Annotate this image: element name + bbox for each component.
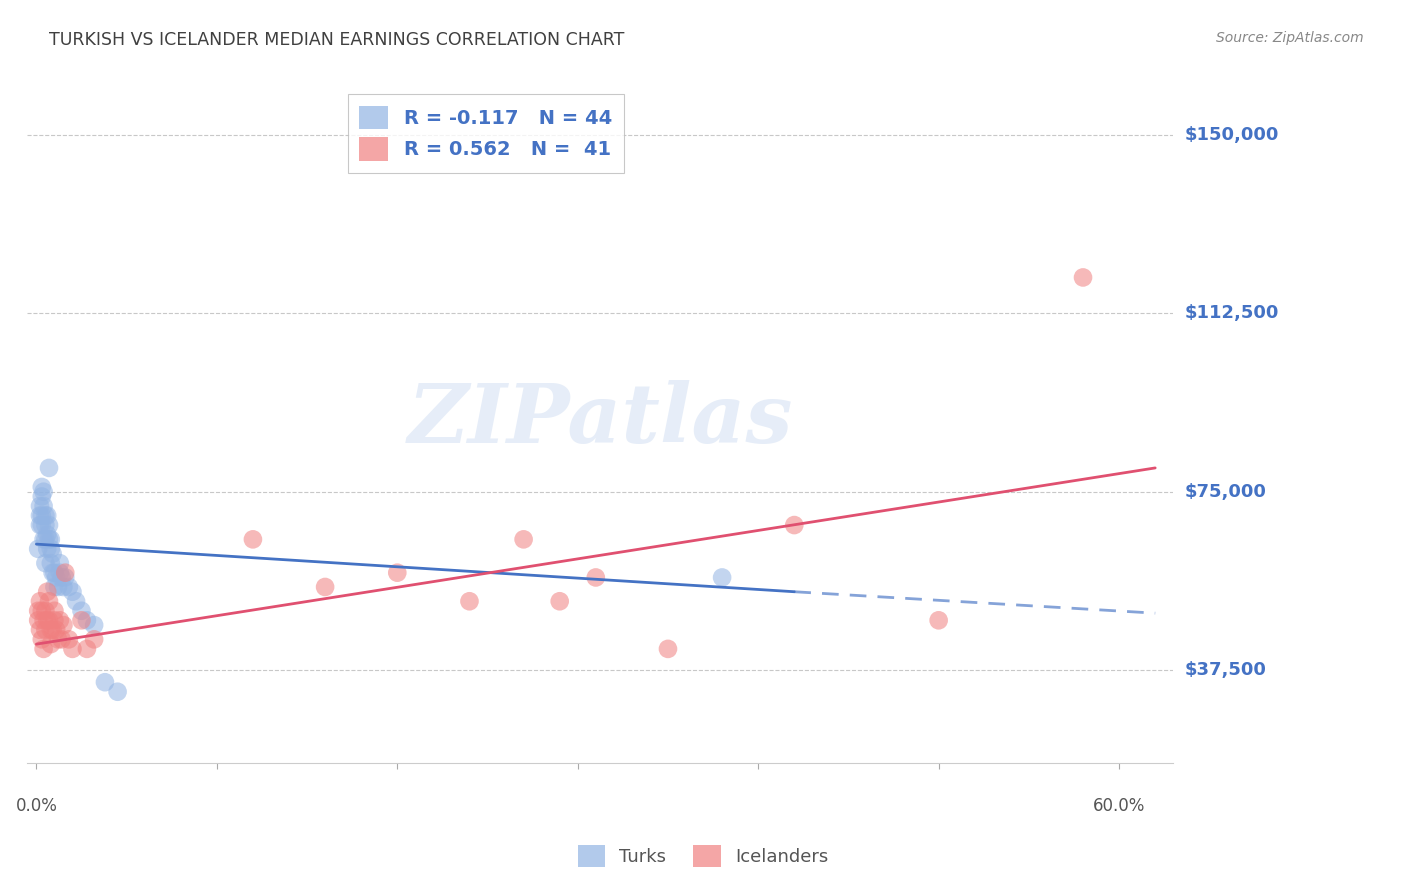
Point: [49, 613, 72, 627]
Point: [31, 604, 53, 618]
Point: [51, 632, 73, 647]
Point: [32, 533, 55, 547]
Point: [37, 508, 59, 523]
Point: [53, 570, 76, 584]
Text: $150,000: $150,000: [1185, 126, 1279, 144]
Point: [62, 641, 84, 656]
Text: $75,000: $75,000: [1185, 483, 1267, 500]
Point: [242, 533, 264, 547]
Point: [27, 604, 49, 618]
Point: [44, 604, 66, 618]
Point: [32, 641, 55, 656]
Point: [34, 604, 56, 618]
Point: [39, 637, 62, 651]
Text: $112,500: $112,500: [1185, 304, 1279, 322]
Point: [28, 499, 51, 513]
Point: [34, 518, 56, 533]
Point: [32, 484, 55, 499]
Point: [38, 461, 60, 475]
Point: [38, 533, 60, 547]
Point: [458, 594, 481, 608]
Text: ZIPatlas: ZIPatlas: [408, 380, 793, 460]
Point: [41, 547, 63, 561]
Point: [46, 632, 69, 647]
Point: [314, 580, 336, 594]
Point: [31, 490, 53, 504]
Point: [27, 541, 49, 556]
Point: [76, 613, 98, 627]
Point: [711, 570, 734, 584]
Point: [37, 527, 59, 541]
Point: [28, 508, 51, 523]
Point: [1071, 270, 1094, 285]
Point: [585, 570, 607, 584]
Point: [34, 556, 56, 570]
Point: [39, 623, 62, 637]
Point: [32, 499, 55, 513]
Text: $37,500: $37,500: [1185, 661, 1267, 680]
Point: [44, 580, 66, 594]
Point: [52, 618, 75, 632]
Point: [39, 533, 62, 547]
Point: [107, 684, 129, 698]
Legend: Turks, Icelanders: Turks, Icelanders: [571, 838, 835, 874]
Point: [34, 508, 56, 523]
Point: [65, 594, 87, 608]
Point: [58, 632, 80, 647]
Point: [53, 566, 76, 580]
Point: [27, 613, 49, 627]
Point: [76, 641, 98, 656]
Point: [548, 594, 571, 608]
Point: [28, 623, 51, 637]
Point: [44, 566, 66, 580]
Point: [38, 518, 60, 533]
Legend: R = -0.117   N = 44, R = 0.562   N =  41: R = -0.117 N = 44, R = 0.562 N = 41: [347, 94, 624, 172]
Point: [70, 613, 93, 627]
Point: [31, 632, 53, 647]
Point: [94, 675, 117, 690]
Point: [28, 594, 51, 608]
Point: [34, 623, 56, 637]
Point: [44, 613, 66, 627]
Point: [58, 580, 80, 594]
Point: [41, 566, 63, 580]
Point: [928, 613, 950, 627]
Point: [32, 613, 55, 627]
Text: TURKISH VS ICELANDER MEDIAN EARNINGS CORRELATION CHART: TURKISH VS ICELANDER MEDIAN EARNINGS COR…: [49, 31, 624, 49]
Point: [28, 518, 51, 533]
Point: [62, 584, 84, 599]
Point: [45, 623, 67, 637]
Point: [83, 632, 105, 647]
Point: [31, 518, 53, 533]
Point: [37, 541, 59, 556]
Point: [49, 566, 72, 580]
Text: Source: ZipAtlas.com: Source: ZipAtlas.com: [1216, 31, 1364, 45]
Point: [37, 584, 59, 599]
Point: [38, 613, 60, 627]
Point: [783, 518, 806, 533]
Point: [51, 570, 73, 584]
Point: [83, 618, 105, 632]
Point: [41, 623, 63, 637]
Point: [46, 580, 69, 594]
Point: [45, 570, 67, 584]
Text: 0.0%: 0.0%: [15, 797, 58, 814]
Point: [31, 508, 53, 523]
Point: [657, 641, 679, 656]
Point: [49, 556, 72, 570]
Text: 60.0%: 60.0%: [1092, 797, 1146, 814]
Point: [70, 604, 93, 618]
Point: [387, 566, 409, 580]
Point: [39, 556, 62, 570]
Point: [38, 594, 60, 608]
Point: [512, 533, 534, 547]
Point: [52, 580, 75, 594]
Point: [39, 541, 62, 556]
Point: [34, 533, 56, 547]
Point: [31, 480, 53, 494]
Point: [37, 613, 59, 627]
